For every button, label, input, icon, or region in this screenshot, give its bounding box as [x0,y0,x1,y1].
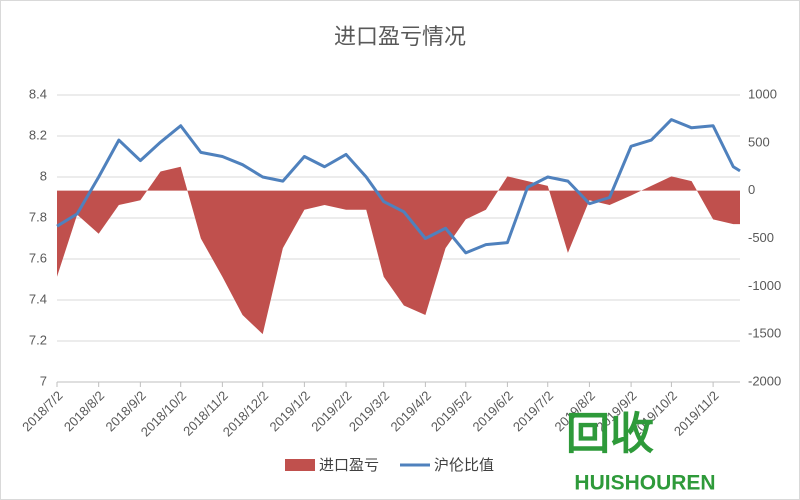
area [57,166,740,335]
legend-label: 沪伦比值 [434,457,494,474]
y2-tick-label: -500 [748,230,774,245]
y-tick-label: 8.2 [29,127,47,142]
line [56,118,741,255]
y2-tick-label: -1000 [748,278,781,293]
legend-swatch [285,459,315,471]
watermark: 回收 [566,410,654,459]
y2-tick-label: 500 [748,134,770,149]
y-tick-label: 7.6 [29,250,47,265]
y2-tick-label: 0 [748,182,755,197]
y-tick-label: 7 [40,373,47,388]
y2-tick-label: -1500 [748,326,781,341]
y-tick-label: 7.4 [29,291,47,306]
legend-label: 进口盈亏 [319,457,379,474]
y2-tick-label: -2000 [748,373,781,388]
y-tick-label: 7.8 [29,209,47,224]
y-tick-label: 8 [40,168,47,183]
y-tick-label: 7.2 [29,332,47,347]
y2-tick-label: 1000 [748,86,777,101]
chart-title: 进口盈亏情况 [334,24,466,49]
watermark: HUISHOUREN [574,472,715,495]
y-tick-label: 8.4 [29,86,47,101]
